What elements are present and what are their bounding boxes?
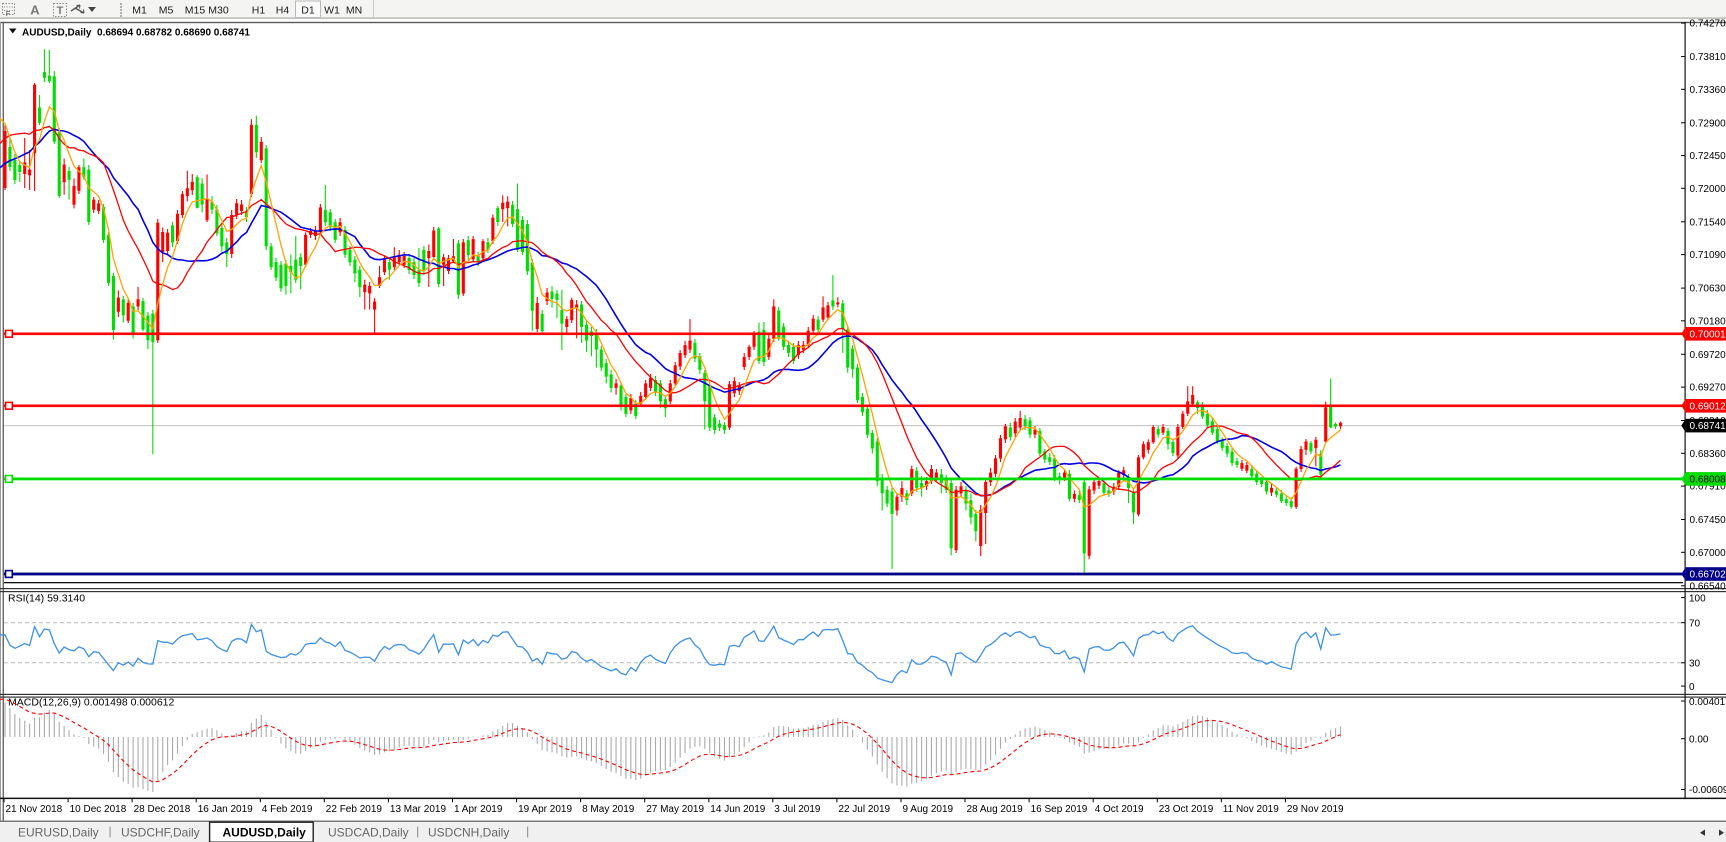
svg-text:0.72000: 0.72000 [1690,184,1726,195]
svg-text:A: A [30,3,40,18]
svg-text:0.66702: 0.66702 [1690,570,1726,581]
svg-text:30: 30 [1689,659,1701,670]
svg-text:9 Aug 2019: 9 Aug 2019 [903,804,954,815]
svg-text:AUDUSD,Daily 0.68694 0.68782: AUDUSD,Daily 0.68694 0.68782 0.68690 0.6… [22,28,250,39]
svg-text:M1: M1 [132,5,147,17]
svg-text:USDCAD,Daily: USDCAD,Daily [328,826,409,840]
svg-text:22 Feb 2019: 22 Feb 2019 [326,804,383,815]
svg-text:0.71540: 0.71540 [1690,217,1726,228]
svg-text:11 Nov 2019: 11 Nov 2019 [1223,804,1279,815]
svg-text:0.68741: 0.68741 [1690,421,1726,432]
svg-text:21 Nov 2018: 21 Nov 2018 [6,804,63,815]
svg-text:0.74270: 0.74270 [1690,19,1726,30]
svg-text:0.70180: 0.70180 [1690,316,1726,327]
svg-text:16 Sep 2019: 16 Sep 2019 [1031,804,1088,815]
svg-text:0.67000: 0.67000 [1690,548,1726,559]
svg-text:-0.006097: -0.006097 [1689,785,1726,796]
svg-text:W1: W1 [324,5,340,17]
svg-text:0: 0 [1689,682,1695,693]
svg-text:0.69270: 0.69270 [1690,383,1726,394]
svg-text:29 Nov 2019: 29 Nov 2019 [1287,804,1344,815]
svg-text:M5: M5 [159,5,174,17]
svg-text:3 Jul 2019: 3 Jul 2019 [774,804,821,815]
svg-text:0.67910: 0.67910 [1690,482,1726,493]
svg-text:19 Apr 2019: 19 Apr 2019 [518,804,572,815]
svg-text:0.73810: 0.73810 [1690,52,1726,63]
svg-text:16 Jan 2019: 16 Jan 2019 [198,804,253,815]
svg-text:0.70630: 0.70630 [1690,284,1726,295]
svg-text:22 Jul 2019: 22 Jul 2019 [838,804,890,815]
svg-text:0.71090: 0.71090 [1690,250,1726,261]
svg-text:F: F [6,11,10,18]
svg-text:0.68008: 0.68008 [1690,474,1726,485]
svg-text:MN: MN [346,5,362,17]
svg-text:MACD(12,26,9) 0.001498 0.00061: MACD(12,26,9) 0.001498 0.000612 [8,697,175,709]
svg-text:4 Oct 2019: 4 Oct 2019 [1095,804,1144,815]
svg-text:USDCHF,Daily: USDCHF,Daily [121,826,200,840]
svg-text:1 Apr 2019: 1 Apr 2019 [454,804,503,815]
svg-text:70: 70 [1689,619,1701,630]
svg-text:D1: D1 [301,5,315,17]
svg-text:EURUSD,Daily: EURUSD,Daily [18,826,99,840]
svg-text:28 Aug 2019: 28 Aug 2019 [967,804,1024,815]
svg-text:13 Mar 2019: 13 Mar 2019 [390,804,447,815]
svg-text:AUDUSD,Daily: AUDUSD,Daily [223,826,307,840]
svg-text:100: 100 [1689,593,1706,604]
svg-text:0.69720: 0.69720 [1690,350,1726,361]
svg-text:RSI(14) 59.3140: RSI(14) 59.3140 [8,593,85,605]
svg-text:0.72450: 0.72450 [1690,151,1726,162]
svg-text:0.69012: 0.69012 [1690,401,1726,412]
svg-text:0.68360: 0.68360 [1690,449,1726,460]
svg-text:H4: H4 [276,5,290,17]
svg-text:10 Dec 2018: 10 Dec 2018 [70,804,127,815]
svg-text:0.66540: 0.66540 [1690,581,1726,592]
svg-text:0.73360: 0.73360 [1690,85,1726,96]
svg-text:23 Oct 2019: 23 Oct 2019 [1159,804,1214,815]
svg-text:0.67450: 0.67450 [1690,515,1726,526]
svg-text:M30: M30 [208,5,229,17]
svg-text:M15: M15 [185,5,206,17]
svg-text:T: T [57,5,64,17]
svg-text:0.70001: 0.70001 [1690,329,1726,340]
svg-text:4 Feb 2019: 4 Feb 2019 [262,804,313,815]
svg-text:27 May 2019: 27 May 2019 [646,804,704,815]
svg-text:0.72900: 0.72900 [1690,118,1726,129]
svg-text:0.00: 0.00 [1689,735,1709,746]
svg-text:28 Dec 2018: 28 Dec 2018 [134,804,191,815]
svg-text:USDCNH,Daily: USDCNH,Daily [428,826,509,840]
svg-text:H1: H1 [252,5,266,17]
svg-text:0.004017: 0.004017 [1689,697,1726,708]
svg-text:14 Jun 2019: 14 Jun 2019 [710,804,765,815]
svg-text:8 May 2019: 8 May 2019 [582,804,635,815]
